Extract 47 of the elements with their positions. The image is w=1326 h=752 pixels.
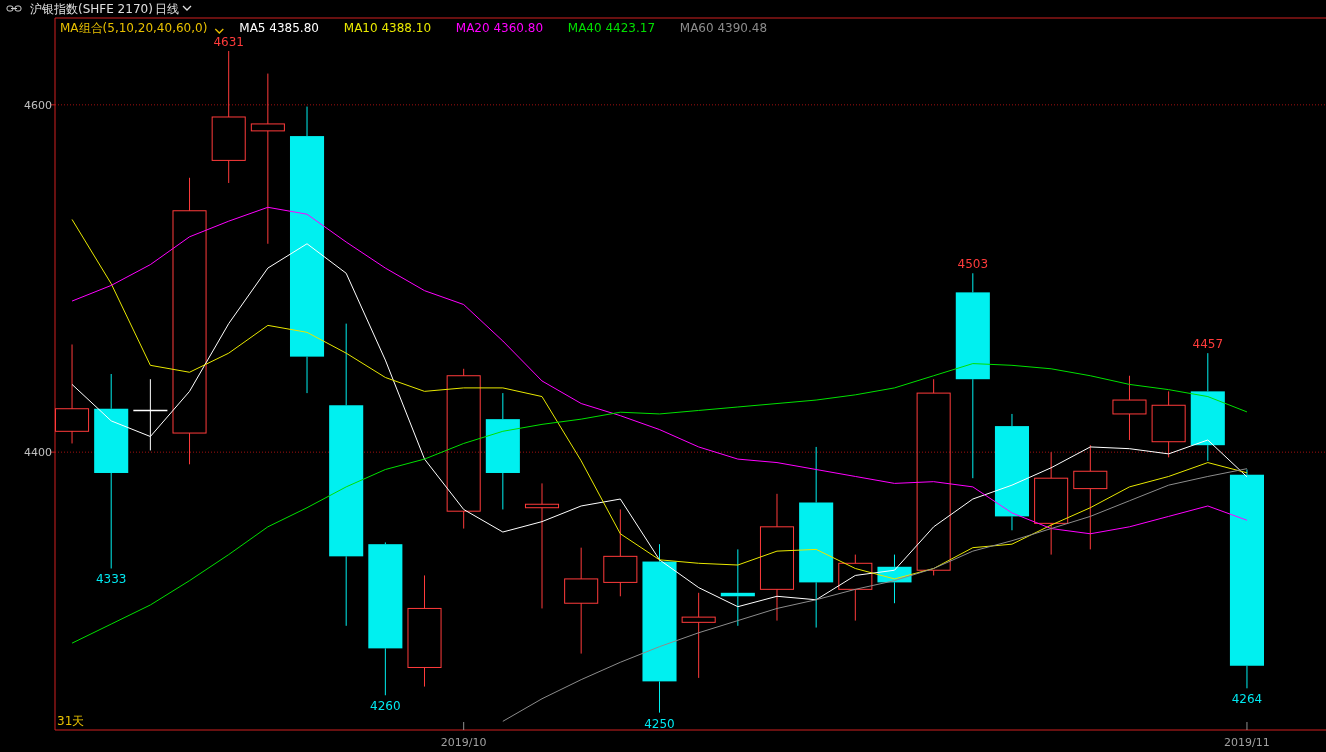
candlestick [329, 323, 364, 627]
candlestick [1112, 375, 1147, 441]
candlestick [564, 547, 599, 655]
candlestick [1073, 444, 1108, 550]
candlestick [407, 574, 442, 688]
y-tick-label: 4600 [24, 98, 52, 112]
candlestick [132, 378, 169, 451]
chart-title: 沪银指数(SHFE 2170) [30, 2, 153, 16]
y-tick-label: 4400 [24, 446, 52, 460]
x-tick-label: 2019/11 [1224, 736, 1270, 749]
candlestick [994, 413, 1030, 531]
candlestick [1229, 469, 1264, 689]
candlestick [55, 343, 90, 444]
candlestick [250, 73, 285, 245]
candlestick [172, 177, 207, 465]
candlestick [759, 493, 795, 622]
annotation: 4631 [213, 35, 244, 49]
candlestick [681, 592, 716, 679]
text: MA20 4360.80 [455, 21, 544, 35]
line-series [71, 363, 1248, 644]
legend-title: MA组合(5,10,20,40,60,0) [60, 21, 208, 35]
candlestick [368, 541, 403, 696]
text: MA40 4423.17 [567, 21, 656, 35]
annotation: 4503 [957, 257, 989, 272]
annotation: 4250 [644, 716, 675, 731]
line-series [71, 206, 1248, 535]
candlestick [1034, 451, 1069, 556]
candlestick [1190, 352, 1225, 462]
candlestick [485, 392, 520, 510]
text: MA60 4390.48 [679, 21, 768, 35]
annotation: 31天 [57, 714, 85, 728]
candlestick [799, 446, 834, 629]
candlestick [524, 482, 560, 609]
text: MA10 4388.10 [343, 21, 432, 35]
candlestick [642, 543, 677, 714]
annotation: 4264 [1231, 692, 1263, 707]
text: MA5 4385.80 [239, 21, 319, 35]
candlestick [94, 373, 129, 569]
x-tick-label: 2019/10 [440, 736, 487, 749]
candlestick [955, 272, 990, 479]
annotation: 4457 [1192, 337, 1224, 352]
annotation: 4260 [370, 699, 401, 714]
candlestick [211, 50, 246, 184]
chart-subtitle: 日线 [155, 2, 179, 16]
annotation: 4333 [95, 572, 127, 587]
candlestick [603, 508, 638, 597]
candlestick [289, 106, 325, 394]
